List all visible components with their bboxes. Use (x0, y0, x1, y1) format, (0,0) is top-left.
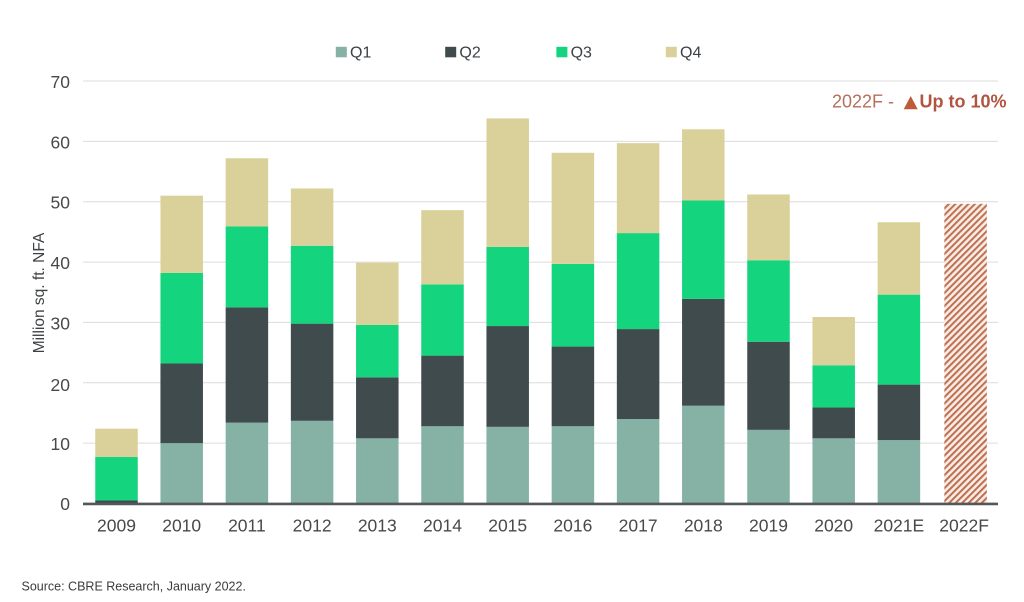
svg-text:2021E: 2021E (874, 516, 925, 536)
svg-text:10: 10 (51, 434, 71, 454)
svg-text:2010: 2010 (162, 516, 201, 536)
svg-text:2022F -: 2022F - (832, 91, 894, 111)
svg-text:Up to 10%: Up to 10% (920, 91, 1007, 111)
svg-text:2015: 2015 (488, 516, 527, 536)
svg-text:20: 20 (51, 375, 71, 395)
svg-text:2018: 2018 (684, 516, 723, 536)
svg-text:2022F: 2022F (939, 516, 989, 536)
svg-text:Q3: Q3 (571, 44, 592, 61)
svg-text:40: 40 (51, 253, 71, 273)
svg-text:2016: 2016 (553, 516, 592, 536)
svg-text:70: 70 (51, 72, 71, 92)
svg-text:2017: 2017 (619, 516, 658, 536)
svg-text:Q1: Q1 (350, 44, 371, 61)
svg-text:0: 0 (60, 494, 70, 514)
svg-text:Q4: Q4 (680, 44, 701, 61)
svg-text:2019: 2019 (749, 516, 788, 536)
svg-text:Million sq. ft. NFA: Million sq. ft. NFA (31, 232, 48, 353)
svg-text:2009: 2009 (97, 516, 136, 536)
svg-text:Source: CBRE Research, January: Source: CBRE Research, January 2022. (22, 579, 246, 593)
svg-text:Q2: Q2 (459, 44, 480, 61)
svg-text:30: 30 (51, 313, 71, 333)
svg-text:2013: 2013 (358, 516, 397, 536)
svg-text:2012: 2012 (293, 516, 332, 536)
svg-text:50: 50 (51, 193, 71, 213)
svg-text:2020: 2020 (814, 516, 853, 536)
svg-text:2011: 2011 (228, 516, 266, 536)
svg-text:2014: 2014 (423, 516, 462, 536)
svg-text:60: 60 (51, 132, 71, 152)
